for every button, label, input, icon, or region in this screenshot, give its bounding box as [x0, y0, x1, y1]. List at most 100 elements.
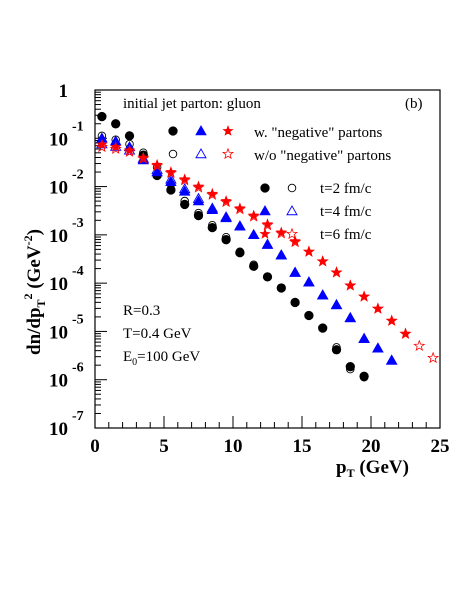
param-e0-base: E [123, 349, 132, 365]
y-tick-label: 10 [49, 178, 68, 199]
point-t6-star-open [371, 302, 384, 314]
point-t6-star-open [261, 218, 274, 231]
x-axis-label-rest: (GeV) [355, 457, 409, 478]
param-e0-rest: =100 GeV [137, 349, 200, 365]
y-axis-label-sub: T [34, 299, 48, 307]
y-axis-label: dn/dpT2 (GeV-2) [21, 229, 48, 355]
point-t4-triangle-filled [247, 228, 260, 240]
x-tick-label: 10 [224, 436, 243, 457]
point-t2-circle-filled [249, 261, 259, 271]
point-t6-star-open [289, 235, 302, 248]
point-t6-star-open [358, 290, 371, 302]
point-t2-circle-open [277, 283, 286, 293]
legend-t4-filled-marker [259, 205, 271, 216]
point-t2-circle-filled [331, 345, 342, 355]
point-t2-circle-open [332, 343, 341, 352]
point-t6-star-open [220, 195, 233, 208]
point-t6-star-filled [123, 144, 136, 156]
panel-tag: (b) [405, 96, 423, 112]
point-t4-triangle-open [234, 220, 246, 231]
legend-with-label: w. "negative" partons [254, 125, 382, 141]
point-t6-star-filled [96, 138, 108, 150]
legend-t2-label: t=2 fm/c [320, 181, 372, 197]
point-t6-star-filled [192, 180, 205, 192]
point-t6-star-open [385, 314, 398, 326]
point-t2-circle-open [194, 208, 203, 218]
point-t4-triangle-filled [303, 276, 315, 287]
point-t2-circle-filled [207, 222, 217, 233]
y-tick-exponent: -7 [72, 409, 84, 424]
param-r: R=0.3 [123, 303, 160, 319]
legend-without-triangle-marker [195, 148, 207, 159]
point-t4-triangle-open [344, 312, 357, 323]
point-t6-star-filled [179, 173, 191, 185]
point-t2-circle-open [208, 220, 217, 230]
point-t2-circle-filled [345, 362, 355, 372]
point-t6-star-filled [220, 195, 232, 206]
y-axis-label-sup: 2 [21, 293, 35, 299]
point-t4-triangle-filled [372, 342, 384, 353]
axis-ticks: 0 5 10 15 20 25 1 10 -1 10 -2 10 -3 10 -4 10 -5 10 -6 10 -7 [49, 81, 450, 457]
x-tick-label: 20 [362, 436, 381, 457]
y-tick-exponent: -1 [72, 119, 84, 134]
point-t6-star-open [413, 339, 426, 352]
point-t4-triangle-open [372, 342, 384, 353]
series-t6-star-open [95, 140, 440, 364]
point-t4-triangle-filled [261, 238, 274, 249]
x-axis-label-sub: T [347, 466, 355, 480]
x-tick-label: 25 [431, 436, 450, 457]
point-t6-star-open [344, 279, 357, 291]
point-t4-triangle-filled [316, 289, 329, 300]
x-tick-label: 15 [293, 436, 312, 457]
point-t2-circle-open [346, 364, 355, 374]
series-t2-circle-open [97, 131, 369, 382]
y-tick-label: 1 [59, 81, 69, 102]
legend-without-star-marker [221, 147, 235, 160]
point-t4-triangle-open [247, 228, 260, 240]
point-t6-star-open [164, 166, 177, 179]
point-t2-circle-open [249, 260, 258, 270]
point-t6-star-open [275, 227, 288, 239]
point-t6-star-filled [248, 209, 260, 221]
plot-border [94, 89, 441, 429]
point-t4-triangle-filled [289, 266, 301, 277]
point-t4-triangle-open [385, 354, 398, 365]
point-t4-triangle-open [330, 298, 343, 310]
point-t6-star-filled [275, 226, 287, 238]
point-t2-circle-filled [221, 235, 231, 245]
point-t6-star-open [233, 202, 246, 215]
point-t2-circle-open [221, 233, 231, 242]
point-t6-star-filled [261, 218, 274, 230]
y-tick-label: 10 [49, 419, 68, 440]
point-t2-circle-open [359, 373, 369, 382]
point-t4-triangle-open [261, 238, 274, 249]
y-tick-label: 10 [49, 371, 68, 392]
x-tick-label: 5 [159, 436, 169, 457]
point-t4-triangle-filled [206, 203, 219, 214]
point-t4-triangle-filled [385, 354, 398, 365]
x-axis-label-main: p [336, 457, 347, 478]
series-t2-circle-filled [97, 111, 369, 381]
point-t4-triangle-open [192, 192, 205, 203]
legend-with-triangle-marker [195, 125, 207, 136]
point-t6-star-open [151, 159, 164, 171]
point-t6-star-open [192, 181, 205, 193]
point-t6-star-open [316, 255, 329, 267]
y-tick-exponent: -3 [72, 216, 84, 231]
x-tick-label: 0 [90, 436, 100, 457]
point-t6-star-open [427, 351, 440, 364]
point-t4-triangle-open [358, 332, 370, 343]
param-e0-sub: 0 [132, 357, 137, 368]
y-tick-exponent: -2 [72, 168, 84, 183]
x-axis-label: pT (GeV) [336, 457, 409, 480]
y-axis-label-sup2: -2 [21, 235, 35, 245]
data-points [95, 111, 440, 382]
point-t4-triangle-open [289, 266, 301, 277]
chart-title: initial jet parton: gluon [123, 96, 261, 112]
point-t6-star-filled [110, 141, 122, 152]
point-t4-triangle-filled [330, 298, 343, 310]
point-t4-triangle-open [303, 276, 315, 287]
point-t6-star-open [399, 327, 412, 339]
point-t4-triangle-open [165, 173, 177, 184]
